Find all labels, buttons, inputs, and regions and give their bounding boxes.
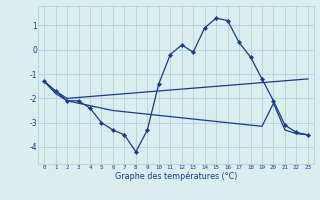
X-axis label: Graphe des températures (°C): Graphe des températures (°C) — [115, 172, 237, 181]
